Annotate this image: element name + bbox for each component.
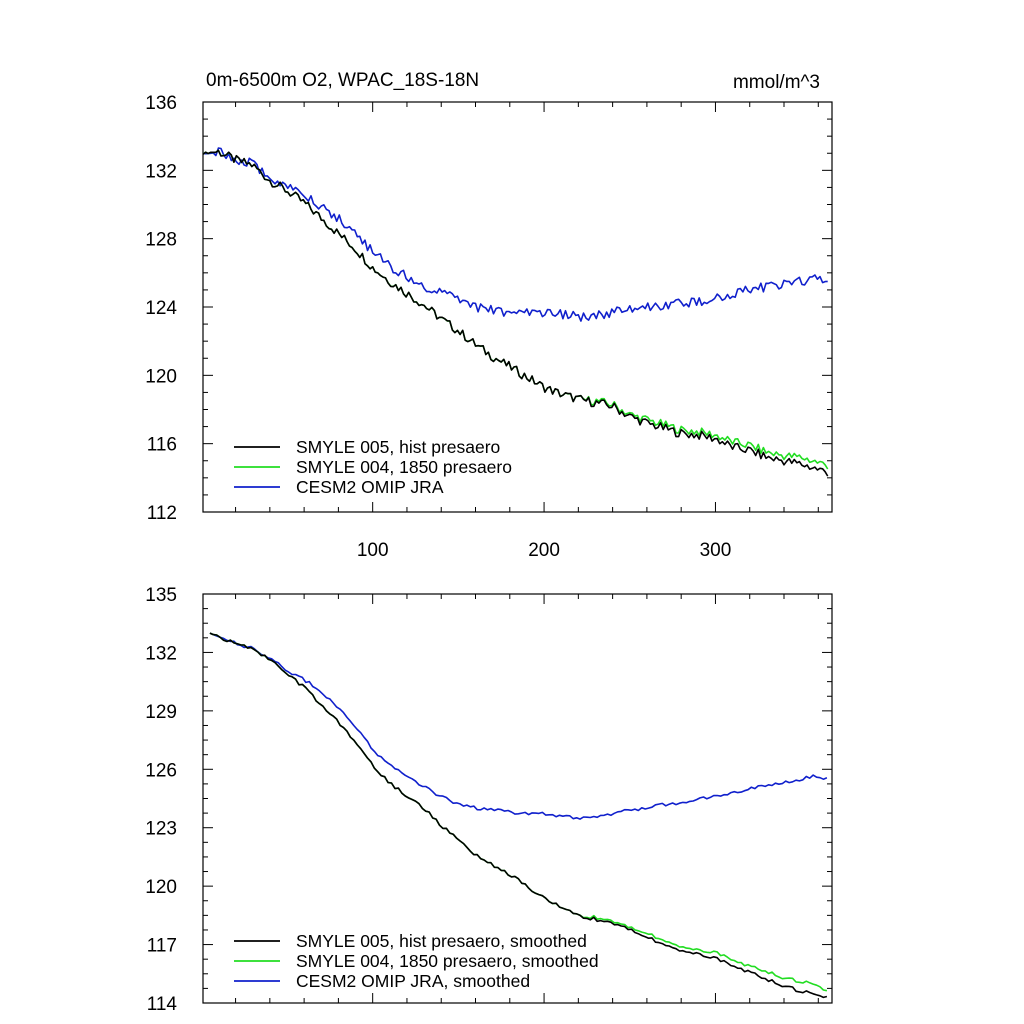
series-line — [209, 632, 828, 999]
series-line — [203, 147, 828, 322]
y-tick-label: 123 — [145, 819, 177, 840]
x-tick-label: 100 — [357, 540, 389, 561]
chart-title-right: mmol/m^3 — [733, 72, 820, 93]
series-line — [203, 149, 829, 477]
legend-label: CESM2 OMIP JRA — [296, 477, 444, 497]
y-tick-label: 114 — [147, 994, 178, 1015]
y-tick-label: 129 — [145, 702, 177, 723]
y-tick-label: 135 — [145, 585, 177, 606]
legend-label: SMYLE 004, 1850 presaero — [296, 457, 512, 477]
series-line — [203, 149, 829, 470]
y-tick-label: 136 — [145, 93, 177, 114]
y-tick-label: 117 — [147, 936, 177, 957]
y-tick-label: 132 — [145, 161, 177, 182]
chart-title-left: 0m-6500m O2, WPAC_18S-18N — [206, 70, 479, 91]
x-tick-label: 200 — [528, 540, 560, 561]
panel-bottom: 114 117 120 123 126 129 132 135 SMYLE 005, hist … — [145, 585, 833, 1015]
y-tick-label: 132 — [145, 643, 177, 664]
y-tick-label: 128 — [145, 230, 177, 251]
legend-label: SMYLE 005, hist presaero — [296, 437, 500, 457]
legend-label: CESM2 OMIP JRA, smoothed — [296, 971, 530, 991]
x-tick-label: 300 — [700, 540, 732, 561]
legend-label: SMYLE 005, hist presaero, smoothed — [296, 931, 587, 951]
series-group — [203, 147, 829, 477]
series-line — [209, 632, 828, 820]
y-tick-label: 116 — [147, 435, 177, 456]
y-tick-label: 120 — [145, 877, 177, 898]
legend-label: SMYLE 004, 1850 presaero, smoothed — [296, 951, 599, 971]
y-tick-label: 124 — [145, 298, 177, 319]
series-group — [209, 632, 828, 999]
panel-top: 112 116 120 124 128 132 136 100 200 300 0m-6500m O… — [145, 70, 833, 561]
y-tick-label: 120 — [145, 366, 177, 387]
y-tick-label: 126 — [145, 760, 177, 781]
y-tick-label: 112 — [147, 503, 177, 524]
